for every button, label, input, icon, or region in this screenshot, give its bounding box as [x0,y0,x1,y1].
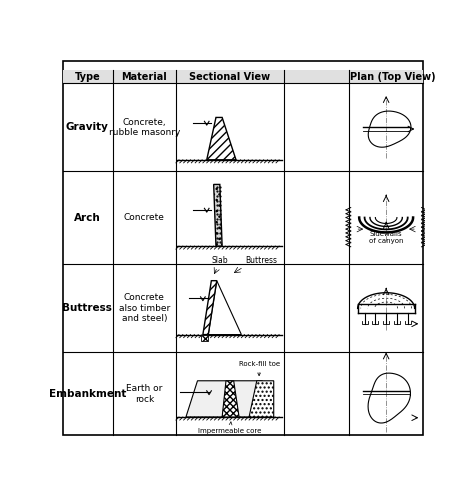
Polygon shape [207,117,236,160]
Text: Material: Material [121,72,167,82]
Polygon shape [201,334,208,341]
Text: Slab: Slab [211,256,228,265]
Polygon shape [186,381,273,417]
Bar [63,71,423,83]
Polygon shape [249,381,273,417]
Polygon shape [203,281,217,334]
Text: Impermeable core: Impermeable core [198,422,262,434]
Text: Type: Type [74,72,100,82]
Text: Buttress: Buttress [63,303,112,313]
Text: Rock-fill toe: Rock-fill toe [238,361,280,376]
Text: Embankment: Embankment [49,389,126,399]
Text: Plan (Top View): Plan (Top View) [350,72,436,82]
Text: Concrete: Concrete [124,213,165,222]
Polygon shape [208,281,241,334]
Polygon shape [214,185,222,246]
Text: Sidewalls
of canyon: Sidewalls of canyon [369,231,403,244]
Text: Sectional View: Sectional View [189,72,270,82]
Polygon shape [222,381,239,417]
Text: Arch: Arch [74,213,101,222]
Text: Earth or
rock: Earth or rock [126,384,163,404]
Text: Concrete,
rubble masonry: Concrete, rubble masonry [109,118,180,137]
Text: Gravity: Gravity [66,122,109,133]
Text: Buttress: Buttress [245,256,277,265]
Text: Concrete
also timber
and steel): Concrete also timber and steel) [119,294,170,323]
